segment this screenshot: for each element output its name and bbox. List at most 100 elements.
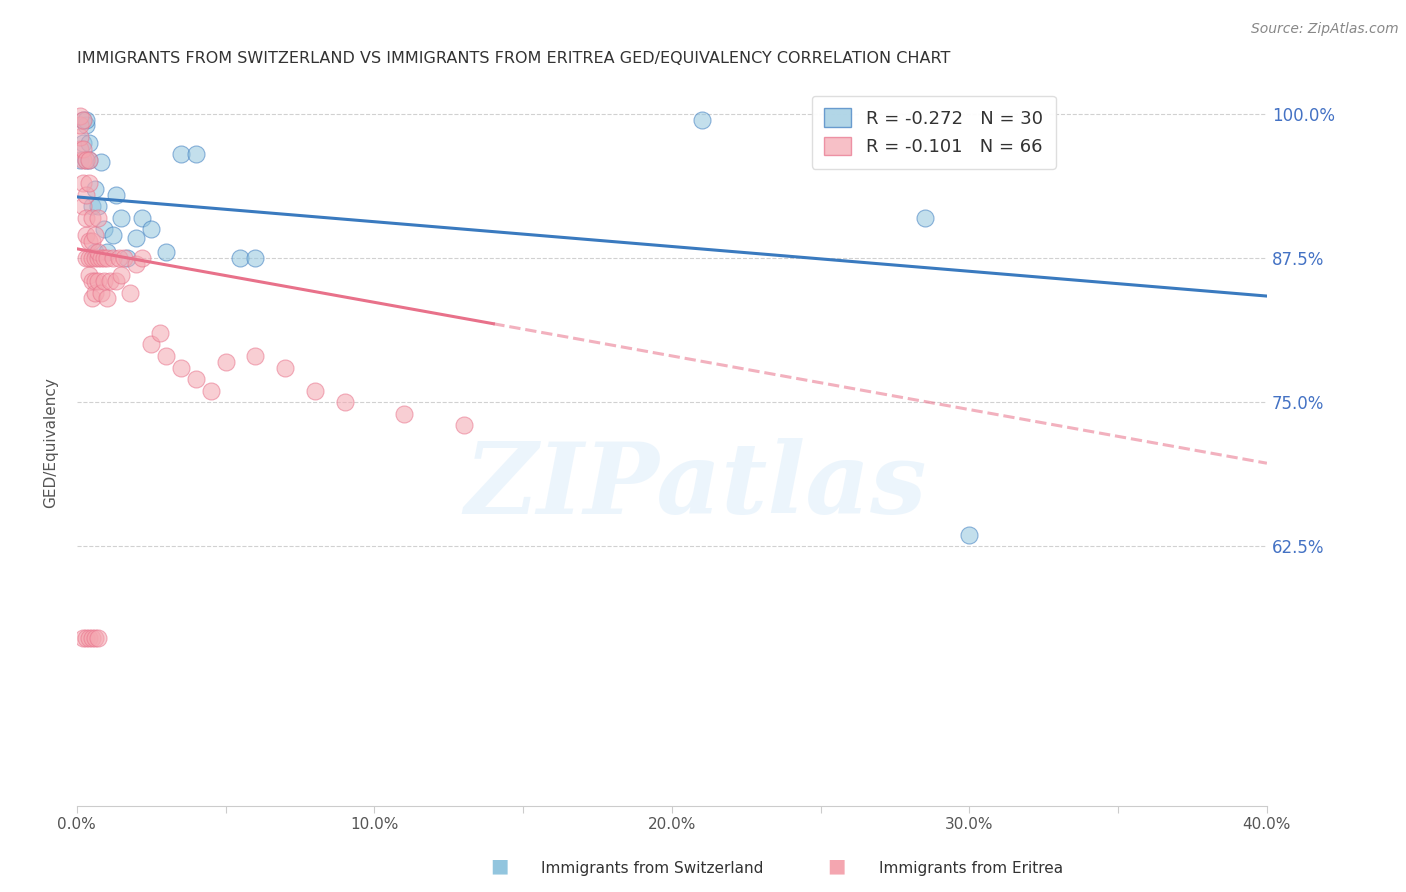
Point — [77, 268, 100, 283]
Point — [80, 291, 103, 305]
Point — [104, 187, 127, 202]
Point — [93, 222, 115, 236]
Point — [184, 147, 207, 161]
Y-axis label: GED/Equivalency: GED/Equivalency — [44, 377, 58, 508]
Point — [170, 147, 193, 161]
Point — [245, 251, 267, 265]
Point — [86, 211, 108, 225]
Point — [83, 245, 105, 260]
Point — [957, 527, 980, 541]
Point — [333, 395, 356, 409]
Point — [69, 109, 91, 123]
Point — [75, 211, 97, 225]
Point — [72, 632, 94, 646]
Point — [200, 384, 222, 398]
Point — [75, 153, 97, 167]
Point — [155, 245, 177, 260]
Point — [75, 153, 97, 167]
Point — [72, 112, 94, 127]
Point — [77, 632, 100, 646]
Point — [69, 130, 91, 145]
Point — [80, 199, 103, 213]
Point — [93, 274, 115, 288]
Point — [77, 136, 100, 150]
Point — [117, 251, 139, 265]
Text: Immigrants from Eritrea: Immigrants from Eritrea — [879, 861, 1063, 876]
Point — [125, 257, 148, 271]
Point — [214, 355, 236, 369]
Point — [304, 384, 326, 398]
Point — [83, 182, 105, 196]
Point — [690, 112, 713, 127]
Point — [114, 251, 136, 265]
Point — [149, 326, 172, 340]
Text: ■: ■ — [827, 857, 846, 876]
Text: Immigrants from Switzerland: Immigrants from Switzerland — [541, 861, 763, 876]
Point — [229, 251, 252, 265]
Point — [83, 251, 105, 265]
Point — [120, 285, 142, 300]
Point — [75, 187, 97, 202]
Point — [72, 153, 94, 167]
Point — [90, 155, 112, 169]
Text: Source: ZipAtlas.com: Source: ZipAtlas.com — [1251, 22, 1399, 37]
Point — [72, 112, 94, 127]
Point — [125, 231, 148, 245]
Point — [83, 285, 105, 300]
Point — [86, 632, 108, 646]
Point — [77, 234, 100, 248]
Point — [141, 222, 163, 236]
Point — [131, 211, 153, 225]
Point — [86, 274, 108, 288]
Point — [72, 176, 94, 190]
Point — [72, 136, 94, 150]
Point — [75, 251, 97, 265]
Text: ZIPatlas: ZIPatlas — [464, 438, 927, 534]
Point — [72, 141, 94, 155]
Point — [83, 632, 105, 646]
Point — [86, 245, 108, 260]
Text: IMMIGRANTS FROM SWITZERLAND VS IMMIGRANTS FROM ERITREA GED/EQUIVALENCY CORRELATI: IMMIGRANTS FROM SWITZERLAND VS IMMIGRANT… — [77, 51, 950, 66]
Point — [75, 119, 97, 133]
Point — [80, 632, 103, 646]
Point — [75, 227, 97, 242]
Point — [184, 372, 207, 386]
Point — [75, 112, 97, 127]
Point — [155, 349, 177, 363]
Point — [77, 153, 100, 167]
Point — [141, 337, 163, 351]
Legend: R = -0.272   N = 30, R = -0.101   N = 66: R = -0.272 N = 30, R = -0.101 N = 66 — [811, 95, 1056, 169]
Point — [75, 632, 97, 646]
Text: ■: ■ — [489, 857, 509, 876]
Point — [245, 349, 267, 363]
Point — [107, 251, 129, 265]
Point — [104, 274, 127, 288]
Point — [83, 227, 105, 242]
Point — [77, 153, 100, 167]
Point — [86, 251, 108, 265]
Point — [90, 285, 112, 300]
Point — [80, 234, 103, 248]
Point — [98, 274, 121, 288]
Point — [86, 199, 108, 213]
Point — [69, 153, 91, 167]
Point — [170, 360, 193, 375]
Point — [96, 251, 118, 265]
Point — [69, 119, 91, 133]
Point — [392, 407, 415, 421]
Point — [80, 274, 103, 288]
Point — [83, 274, 105, 288]
Point — [77, 176, 100, 190]
Point — [110, 211, 132, 225]
Point — [101, 227, 124, 242]
Point — [77, 251, 100, 265]
Point — [274, 360, 297, 375]
Point — [69, 141, 91, 155]
Point — [131, 251, 153, 265]
Point — [96, 245, 118, 260]
Point — [101, 251, 124, 265]
Point — [90, 251, 112, 265]
Point — [96, 291, 118, 305]
Point — [72, 199, 94, 213]
Point — [110, 268, 132, 283]
